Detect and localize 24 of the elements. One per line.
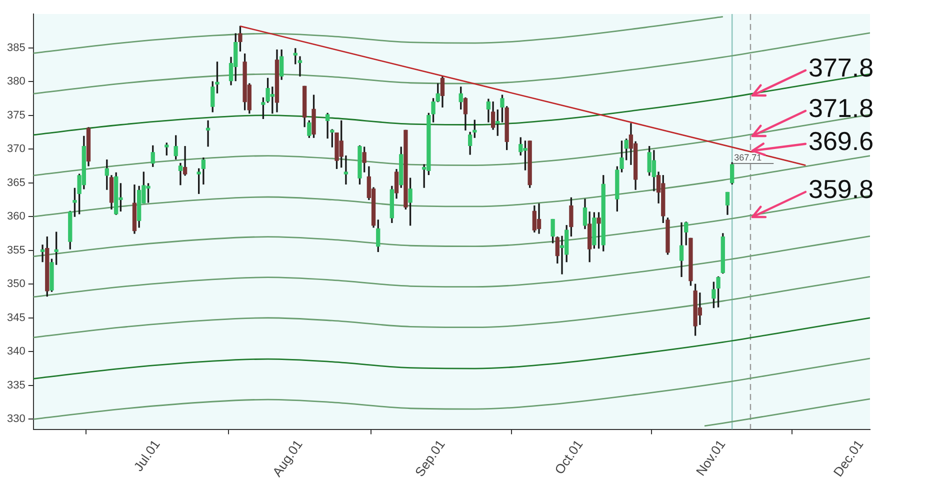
y-tick-label: 340 (6, 346, 26, 358)
y-tick-label: 360 (6, 210, 26, 223)
line-series (33, 317, 870, 380)
annotation: 359.8 (808, 174, 874, 204)
annotation: 377.8 (808, 52, 874, 83)
line-series (33, 16, 724, 54)
y-tick-label: 365 (6, 176, 26, 189)
y-tick-label: 330 (6, 413, 26, 426)
line-series (33, 276, 870, 338)
y-tick-label: 350 (6, 278, 26, 290)
line-series (704, 398, 870, 427)
y-tick-label: 385 (6, 42, 26, 54)
y-tick-label: 380 (6, 76, 26, 88)
annotation: 371.8 (808, 93, 874, 124)
y-tick-label: 370 (6, 143, 26, 156)
line-series (33, 235, 870, 298)
annotation: 369.6 (808, 126, 874, 156)
y-tick-label: 375 (6, 109, 26, 122)
y-tick-label: 335 (6, 379, 26, 392)
line-series (33, 358, 870, 420)
y-tick-label: 355 (6, 244, 26, 256)
candlestick (344, 155, 348, 184)
y-tick-label: 345 (6, 312, 26, 324)
annotation: 367.71 (734, 152, 762, 163)
